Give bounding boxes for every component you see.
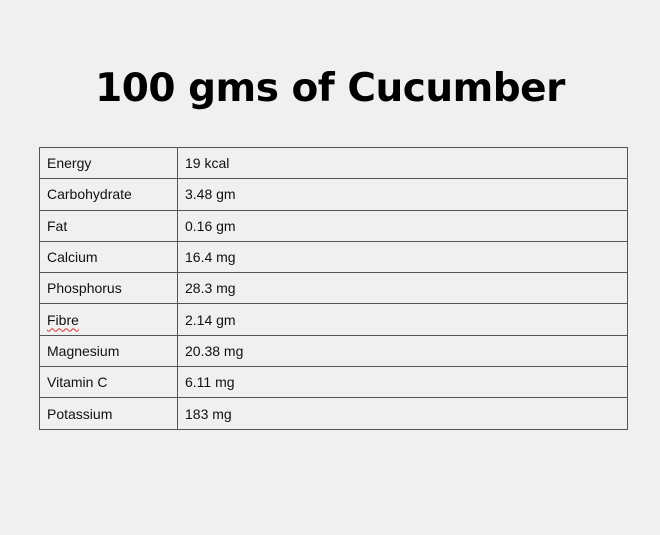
nutrition-table: Energy 19 kcal Carbohydrate 3.48 gm Fat 0.16 … — [39, 146, 628, 430]
nutrient-name: Potassium — [39, 397, 178, 430]
nutrient-name: Fat — [39, 209, 178, 242]
nutrient-label: Fat — [47, 217, 68, 234]
nutrient-label: Carbohydrate — [47, 186, 132, 203]
nutrient-name: Phosphorus — [39, 272, 178, 305]
nutrient-label: Potassium — [47, 405, 113, 422]
nutrient-label: Vitamin C — [47, 374, 108, 391]
nutrient-amount: 3.48 gm — [177, 178, 628, 211]
nutrient-amount: 19 kcal — [177, 146, 628, 180]
nutrient-label: Magnesium — [47, 342, 120, 359]
table-row: Fibre 2.14 gm — [39, 303, 628, 336]
table-row: Carbohydrate 3.48 gm — [39, 178, 628, 211]
nutrient-name: Magnesium — [39, 334, 178, 368]
table-row: Fat 0.16 gm — [39, 209, 628, 242]
table-row: Potassium 183 mg — [39, 397, 628, 430]
nutrient-name: Calcium — [39, 240, 178, 274]
nutrient-label: Calcium — [47, 249, 98, 266]
page-title: 100 gms of Cucumber — [95, 66, 565, 111]
nutrient-name: Energy — [39, 146, 178, 180]
nutrient-name: Carbohydrate — [39, 178, 178, 211]
nutrient-amount: 20.38 mg — [177, 334, 628, 368]
nutrient-label: Energy — [47, 155, 92, 172]
table-row: Phosphorus 28.3 mg — [39, 272, 628, 305]
table-row: Energy 19 kcal — [39, 146, 628, 180]
nutrient-label: Phosphorus — [47, 280, 122, 297]
nutrient-amount: 0.16 gm — [177, 209, 628, 242]
nutrient-name: Vitamin C — [39, 366, 178, 399]
nutrient-label: Fibre — [47, 311, 79, 328]
nutrient-amount: 6.11 mg — [177, 366, 628, 399]
table-row: Magnesium 20.38 mg — [39, 334, 628, 368]
nutrient-amount: 28.3 mg — [177, 272, 628, 305]
nutrient-amount: 183 mg — [177, 397, 628, 430]
table-row: Vitamin C 6.11 mg — [39, 366, 628, 399]
nutrient-amount: 16.4 mg — [177, 240, 628, 274]
nutrient-amount: 2.14 gm — [177, 303, 628, 336]
table-row: Calcium 16.4 mg — [39, 240, 628, 274]
nutrient-name: Fibre — [39, 303, 178, 336]
